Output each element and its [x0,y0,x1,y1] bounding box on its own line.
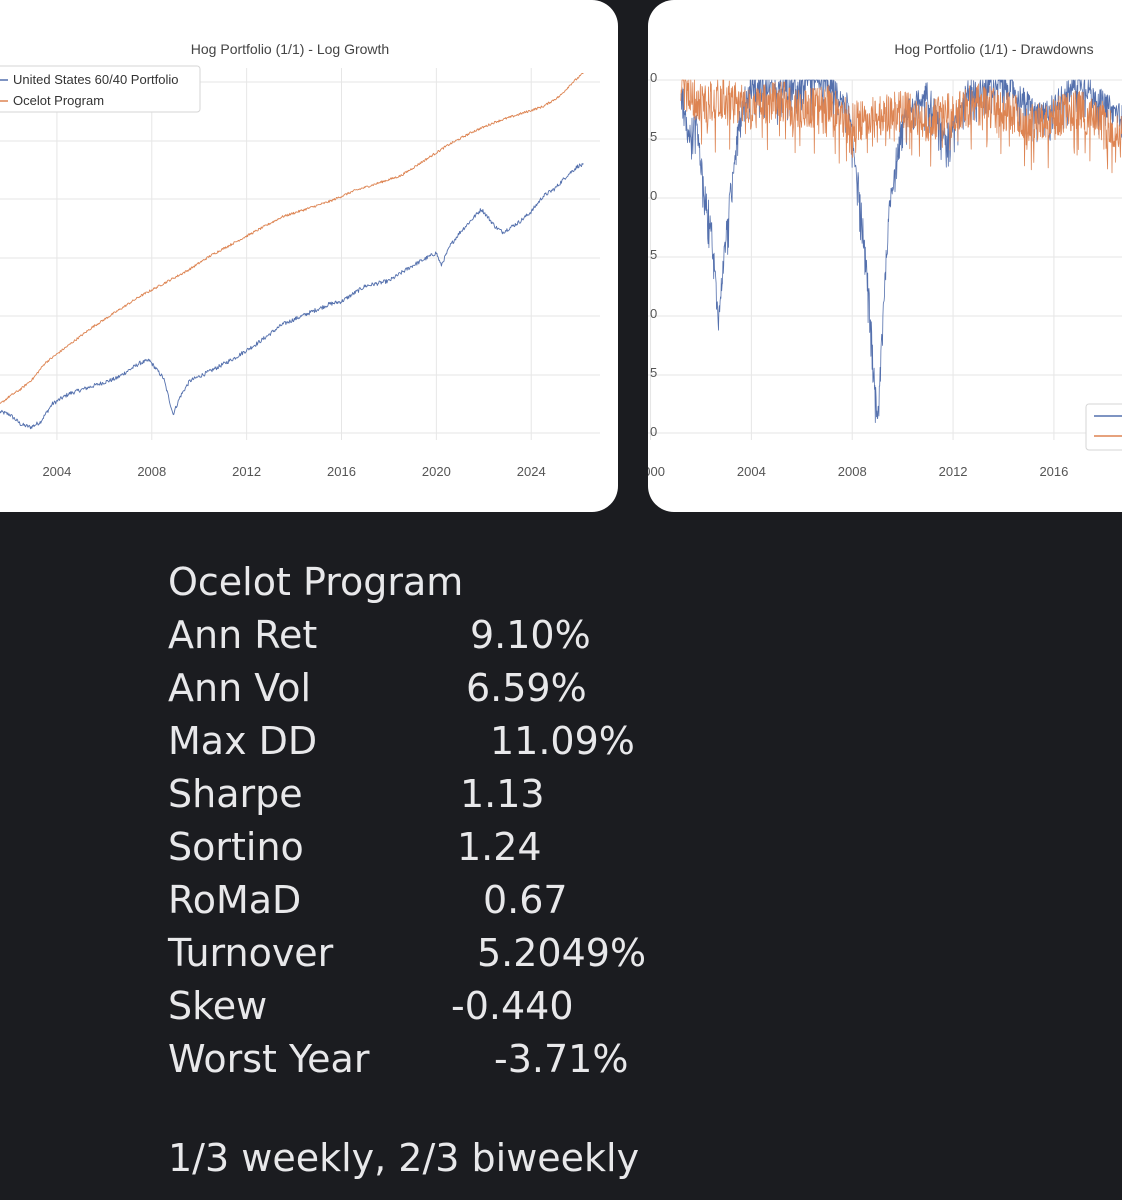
stat-label: Ann Vol [168,666,312,710]
y-tick-label-6: 0 [650,424,657,439]
drawdowns-chart: Hog Portfolio (1/1) - Drawdowns 0 5 0 5 0 50 … [648,41,1122,479]
stat-label: Skew [168,984,268,1028]
legend-label-60-40: United States 60/40 Portfolio [13,72,179,87]
stat-label: Sharpe [168,772,303,816]
stat-value: 1.24 [457,825,542,869]
drawdowns-y-axis: 0 5 0 5 0 5 0 [650,70,657,439]
drawdowns-series [680,79,1122,424]
y-tick-label-0: 0 [650,70,657,85]
x-tick-label-5: 2024 [517,464,546,479]
drawdowns-legend-box [1085,403,1122,451]
series-line-us-60-40 [0,163,584,430]
stat-value: 9.10% [470,613,591,657]
stat-row-max-dd: Max DD 11.09% [168,715,635,768]
stat-row-ann-vol: Ann Vol 6.59% [168,662,587,715]
x-tick-label-3: 2012 [939,464,968,479]
stat-row-skew: Skew -0.440 [168,980,574,1033]
log-growth-series [0,72,584,430]
stat-value: -3.71% [494,1037,629,1081]
x-tick-label-4: 2016 [1039,464,1068,479]
drawdowns-legend [1085,403,1122,451]
y-tick-label-1: 5 [650,129,657,144]
stat-value: 1.13 [460,772,545,816]
stat-label: Worst Year [168,1037,370,1081]
x-tick-label-1: 2008 [137,464,166,479]
y-tick-label-3: 5 [650,247,657,262]
stats-panel: Ocelot Program Ann Ret 9.10% Ann Vol 6.5… [168,556,646,1086]
stats-title: Ocelot Program [168,560,464,604]
drawdowns-grid [648,79,1122,440]
series-line-ocelot [680,79,1122,174]
rebalance-note: 1/3 weekly, 2/3 biweekly [168,1136,640,1180]
stat-row-worst-year: Worst Year -3.71% [168,1033,628,1086]
y-tick-label-2: 0 [650,188,657,203]
x-tick-label-0: 2000 [648,464,665,479]
log-growth-chart-title: Hog Portfolio (1/1) - Log Growth [191,41,389,57]
stat-row-sortino: Sortino 1.24 [168,821,542,874]
log-growth-x-axis: 2004 2008 2012 2016 2020 2024 [42,464,545,479]
log-growth-legend: United States 60/40 Portfolio Ocelot Pro… [0,65,201,113]
series-line-ocelot [0,72,584,404]
x-tick-label-3: 2016 [327,464,356,479]
legend-label-ocelot: Ocelot Program [13,93,104,108]
x-tick-label-0: 2004 [42,464,71,479]
stat-row-romad: RoMaD 0.67 [168,874,568,927]
stat-label: Turnover [168,931,334,975]
legend-box [0,65,201,113]
drawdowns-x-axis: 2000 2004 2008 2012 2016 [648,464,1068,479]
y-tick-label-5: 5 [650,365,657,380]
stat-label: RoMaD [168,878,302,922]
stat-label: Ann Ret [168,613,318,657]
stat-value: 11.09% [490,719,635,763]
series-line-us-60-40 [680,79,1122,424]
stat-value: 0.67 [483,878,568,922]
x-tick-label-2: 2012 [232,464,261,479]
stat-row-ann-ret: Ann Ret 9.10% [168,609,591,662]
stat-value: -0.440 [451,984,574,1028]
log-growth-chart-card: Hog Portfolio (1/1) - Log Growth 2004 200… [0,0,618,512]
stat-label: Sortino [168,825,304,869]
y-tick-label-4: 0 [650,306,657,321]
x-tick-label-2: 2008 [838,464,867,479]
drawdowns-chart-title: Hog Portfolio (1/1) - Drawdowns [894,41,1093,57]
stat-row-turnover: Turnover 5.2049% [168,927,646,980]
stat-value: 5.2049% [477,931,647,975]
stat-label: Max DD [168,719,318,763]
x-tick-label-4: 2020 [422,464,451,479]
stat-row-sharpe: Sharpe 1.13 [168,768,545,821]
stat-value: 6.59% [466,666,587,710]
log-growth-chart: Hog Portfolio (1/1) - Log Growth 2004 200… [0,41,600,479]
x-tick-label-1: 2004 [737,464,766,479]
log-growth-grid [0,68,600,440]
